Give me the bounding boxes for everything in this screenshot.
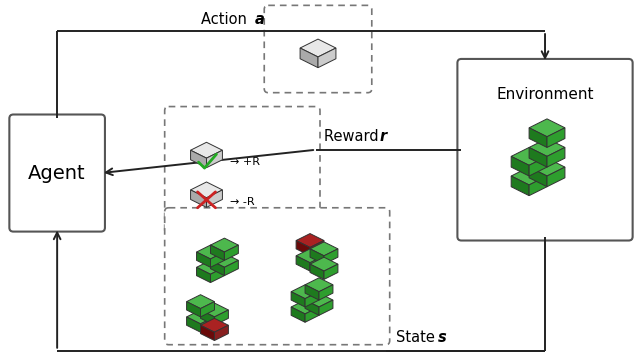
- Polygon shape: [305, 307, 319, 322]
- Text: → -R: → -R: [230, 197, 255, 207]
- Polygon shape: [511, 156, 529, 176]
- Polygon shape: [547, 128, 565, 147]
- Polygon shape: [191, 182, 223, 198]
- Polygon shape: [207, 150, 223, 168]
- Polygon shape: [305, 293, 333, 307]
- Polygon shape: [300, 48, 318, 68]
- Polygon shape: [305, 285, 319, 300]
- Polygon shape: [319, 285, 333, 300]
- Polygon shape: [191, 150, 207, 168]
- Text: s: s: [438, 330, 446, 345]
- Polygon shape: [291, 292, 305, 307]
- Polygon shape: [211, 260, 225, 276]
- Polygon shape: [296, 241, 310, 256]
- Polygon shape: [196, 252, 211, 267]
- Polygon shape: [310, 249, 324, 264]
- Polygon shape: [529, 139, 565, 156]
- Polygon shape: [511, 167, 547, 185]
- Polygon shape: [310, 256, 324, 271]
- Polygon shape: [529, 176, 547, 196]
- Polygon shape: [547, 147, 565, 167]
- Polygon shape: [211, 238, 238, 252]
- Polygon shape: [529, 128, 547, 147]
- Polygon shape: [310, 242, 338, 256]
- Text: Action: Action: [200, 12, 251, 27]
- Text: a: a: [254, 12, 264, 27]
- Polygon shape: [200, 317, 214, 332]
- Polygon shape: [296, 233, 324, 247]
- Polygon shape: [211, 253, 238, 267]
- Polygon shape: [207, 190, 223, 207]
- FancyBboxPatch shape: [264, 5, 372, 93]
- Polygon shape: [310, 241, 324, 256]
- Polygon shape: [200, 325, 214, 341]
- Polygon shape: [200, 302, 214, 317]
- Polygon shape: [187, 317, 200, 332]
- Polygon shape: [324, 249, 338, 264]
- Polygon shape: [196, 260, 225, 274]
- Text: State: State: [396, 330, 439, 345]
- Polygon shape: [310, 264, 324, 280]
- Polygon shape: [200, 303, 228, 317]
- Polygon shape: [291, 307, 305, 322]
- FancyBboxPatch shape: [458, 59, 632, 241]
- Polygon shape: [214, 325, 228, 341]
- Polygon shape: [529, 156, 547, 176]
- FancyBboxPatch shape: [164, 208, 390, 345]
- Polygon shape: [211, 245, 225, 260]
- Polygon shape: [324, 264, 338, 280]
- Polygon shape: [196, 245, 225, 259]
- Text: Environment: Environment: [496, 87, 594, 102]
- Polygon shape: [318, 48, 336, 68]
- Polygon shape: [296, 256, 310, 271]
- Polygon shape: [211, 267, 225, 283]
- Text: r: r: [380, 129, 387, 144]
- Polygon shape: [305, 278, 333, 292]
- Polygon shape: [305, 292, 319, 307]
- FancyBboxPatch shape: [10, 115, 105, 232]
- Polygon shape: [511, 147, 547, 165]
- Text: → +R: → +R: [230, 157, 260, 167]
- Polygon shape: [310, 257, 338, 271]
- Polygon shape: [511, 176, 529, 196]
- Polygon shape: [529, 167, 547, 187]
- Polygon shape: [196, 267, 211, 283]
- Polygon shape: [225, 260, 238, 276]
- FancyBboxPatch shape: [164, 106, 320, 233]
- Polygon shape: [191, 190, 207, 207]
- Polygon shape: [529, 147, 547, 167]
- Polygon shape: [200, 318, 228, 332]
- Polygon shape: [187, 302, 200, 317]
- Polygon shape: [291, 285, 319, 299]
- Polygon shape: [305, 300, 319, 315]
- Polygon shape: [547, 167, 565, 187]
- Polygon shape: [187, 310, 214, 324]
- Polygon shape: [200, 310, 214, 325]
- Polygon shape: [529, 158, 565, 176]
- Polygon shape: [300, 39, 336, 57]
- Text: Reward: Reward: [324, 129, 383, 144]
- Polygon shape: [225, 245, 238, 260]
- Text: Agent: Agent: [28, 164, 86, 182]
- Polygon shape: [187, 295, 214, 308]
- Polygon shape: [319, 300, 333, 315]
- Polygon shape: [296, 249, 324, 263]
- Polygon shape: [211, 252, 225, 267]
- Polygon shape: [291, 300, 319, 314]
- Polygon shape: [191, 142, 223, 158]
- Polygon shape: [214, 310, 228, 325]
- Polygon shape: [529, 119, 565, 137]
